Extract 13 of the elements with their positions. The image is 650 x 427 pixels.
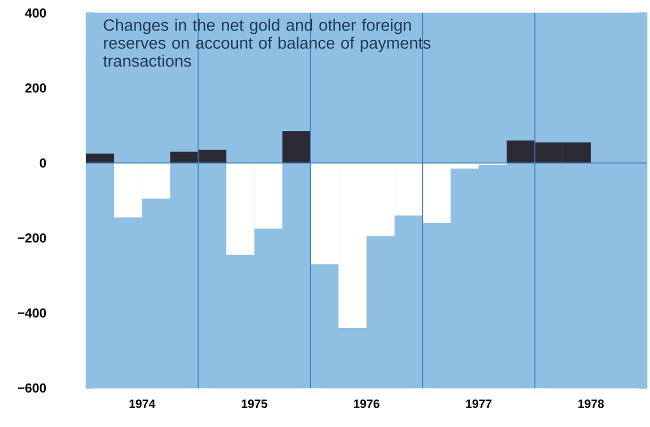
x-tick-label: 1974 xyxy=(130,400,156,408)
y-tick-label: 200 xyxy=(25,83,46,93)
y-tick-label: −600 xyxy=(18,383,46,393)
bar xyxy=(282,131,310,163)
y-tick-label: 400 xyxy=(25,8,46,18)
x-tick-label: 1977 xyxy=(466,400,492,408)
bar xyxy=(86,154,114,163)
y-tick-label: 0 xyxy=(40,158,46,168)
y-tick-label: −400 xyxy=(18,308,46,318)
x-tick-label: 1978 xyxy=(578,400,604,408)
x-tick-label: 1975 xyxy=(242,400,268,408)
y-tick-label: −200 xyxy=(18,233,46,243)
x-tick-label: 1976 xyxy=(354,400,380,408)
